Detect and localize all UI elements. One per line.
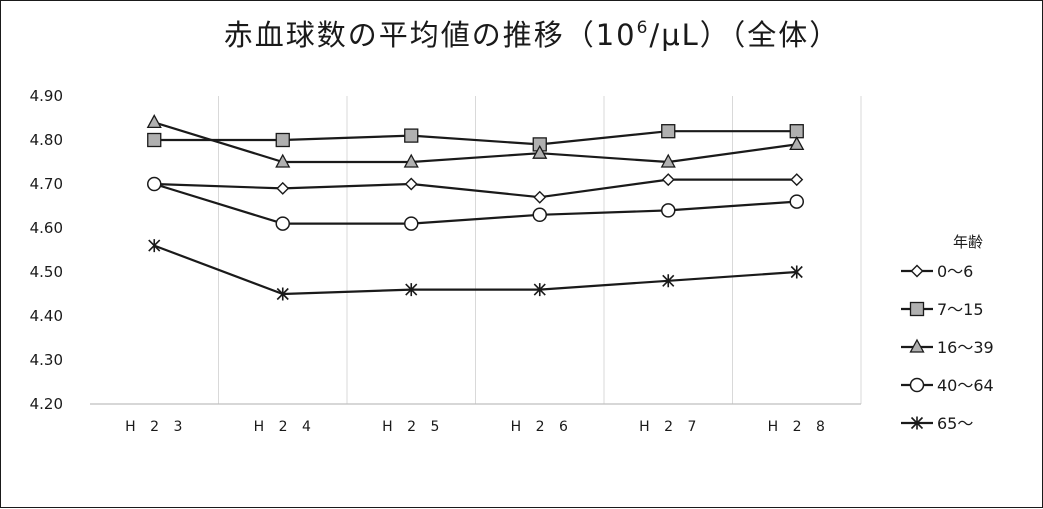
x-tick-label: H 2 7 <box>639 419 701 435</box>
y-tick-label: 4.90 <box>30 87 63 105</box>
chart-title-superscript: 6 <box>637 18 650 38</box>
series-3 <box>146 114 805 168</box>
legend-item: 65～ <box>901 414 973 433</box>
data-point <box>404 128 419 143</box>
legend-item: 16～39 <box>901 338 994 357</box>
x-tick-label: H 2 8 <box>768 419 830 435</box>
data-point <box>661 203 676 218</box>
y-tick-label: 4.30 <box>30 351 63 369</box>
series-4 <box>147 176 804 231</box>
series-1 <box>147 173 804 204</box>
legend-marker <box>909 377 925 393</box>
data-point <box>532 207 547 223</box>
chart-title: 赤血球数の平均値の推移（106/μL）（全体） <box>224 18 841 52</box>
x-tick-label: H 2 5 <box>382 419 444 435</box>
axis-layer: 4.90 4.80 4.70 4.60 4.50 4.40 4.30 4.20 H 2 3 H 2… <box>30 87 861 435</box>
data-point <box>790 265 803 279</box>
y-tick-label: 4.50 <box>30 263 63 281</box>
data-point <box>276 287 289 301</box>
data-point <box>275 153 291 168</box>
data-point <box>404 216 419 231</box>
grid-layer <box>218 96 862 404</box>
data-point <box>790 173 804 187</box>
legend-label: 16～39 <box>937 338 994 357</box>
legend-marker <box>910 264 924 278</box>
series-5 <box>148 239 803 301</box>
x-tick-label: H 2 6 <box>511 419 573 435</box>
legend-marker <box>909 301 925 317</box>
y-tick-label: 4.60 <box>30 219 63 237</box>
x-tick-label: H 2 4 <box>254 419 316 435</box>
legend-item: 7～15 <box>901 300 984 319</box>
data-point <box>661 124 676 139</box>
series-line <box>153 244 797 296</box>
legend-title: 年齢 <box>953 233 983 251</box>
legend-marker <box>909 338 925 353</box>
data-point <box>404 177 418 191</box>
data-point <box>147 176 162 192</box>
legend-item: 0～6 <box>901 262 973 281</box>
data-point <box>276 181 290 195</box>
data-point <box>533 283 546 297</box>
data-point <box>148 239 161 253</box>
data-point <box>146 114 162 129</box>
data-point <box>789 194 804 209</box>
x-tick-label: H 2 3 <box>125 419 187 435</box>
legend-marker <box>910 416 924 430</box>
y-tick-label: 4.80 <box>30 131 63 149</box>
y-tick-label: 4.70 <box>30 175 63 193</box>
series-layer <box>146 114 805 301</box>
data-point <box>789 136 805 151</box>
chart-title-suffix: /μL）（全体） <box>649 18 840 52</box>
legend-label: 7～15 <box>937 300 984 319</box>
legend-item: 40～64 <box>901 376 994 395</box>
data-point <box>275 132 290 148</box>
series-line <box>153 121 797 164</box>
y-tick-label: 4.20 <box>30 395 63 413</box>
data-point <box>275 216 290 231</box>
data-point <box>532 144 548 159</box>
series-line <box>153 182 797 225</box>
legend-label: 40～64 <box>937 376 994 395</box>
data-point <box>660 153 676 168</box>
legend: 年齢 0～6 7～15 16～39 40～64 65～ <box>901 233 994 433</box>
legend-label: 0～6 <box>937 262 973 281</box>
data-point <box>147 132 162 148</box>
legend-label: 65～ <box>937 414 973 433</box>
y-tick-label: 4.40 <box>30 307 63 325</box>
series-line <box>154 130 797 146</box>
series-line <box>154 178 797 199</box>
data-point <box>789 124 804 139</box>
data-point <box>661 173 675 187</box>
chart-title-main: 赤血球数の平均値の推移（10 <box>224 18 637 52</box>
data-point <box>403 153 419 168</box>
data-point <box>662 274 675 288</box>
data-point <box>533 190 547 204</box>
data-point <box>405 283 418 297</box>
